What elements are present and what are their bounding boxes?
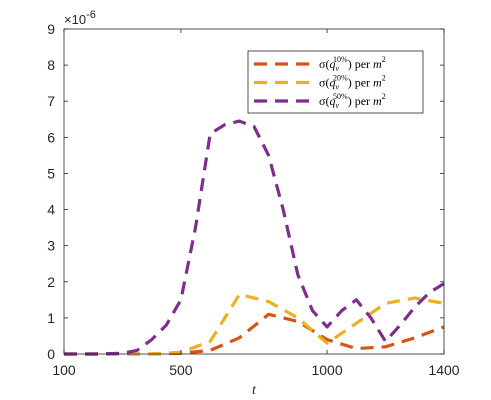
x-tick-label: 1000 (311, 362, 342, 378)
legend-unit-sup: 2 (382, 92, 386, 101)
legend-label-2: σ(qv20%) per m2 (319, 74, 386, 92)
legend-unit-sup: 2 (382, 74, 386, 83)
legend-suffix: ) per (348, 57, 373, 71)
y-tick-label: 8 (47, 57, 55, 73)
y-tick-label: 3 (47, 238, 55, 254)
y-tick-label: 7 (47, 93, 55, 109)
legend-unit: m (373, 94, 382, 108)
y-exponent-power: -6 (86, 9, 96, 21)
y-tick-label: 2 (47, 274, 55, 290)
legend-sub: v (335, 64, 339, 73)
legend-prefix: σ( (319, 57, 329, 71)
legend-unit: m (373, 57, 382, 71)
y-tick-label: 0 (47, 346, 55, 362)
x-axis-label: t (252, 383, 257, 398)
x-tick-label: 500 (169, 362, 193, 378)
legend: σ(qv10%) per m2σ(qv20%) per m2σ(qv50%) p… (247, 50, 424, 114)
y-exponent-base: ×10 (64, 12, 86, 27)
series-line-3 (64, 119, 445, 356)
axes-box (63, 28, 445, 355)
legend-q: q (329, 57, 335, 71)
legend-sup: 50% (333, 92, 348, 101)
ticks-layer: 100 500 1000 1400 0 1 2 3 4 5 6 7 8 9 (47, 21, 460, 378)
legend-prefix: σ( (319, 94, 329, 108)
legend-sup: 20% (333, 74, 348, 83)
legend-unit: m (373, 76, 382, 90)
legend-label-1: σ(qv10%) per m2 (319, 55, 386, 73)
y-tick-label: 9 (47, 21, 55, 37)
y-exponent-label: ×10-6 (64, 9, 96, 27)
x-tick-label: 1400 (428, 362, 459, 378)
y-tick-label: 5 (47, 165, 55, 181)
legend-q: q (329, 94, 335, 108)
legend-sub: v (335, 83, 339, 92)
legend-unit-sup: 2 (382, 55, 386, 64)
legend-prefix: σ( (319, 76, 329, 90)
x-tick-label: 100 (52, 362, 76, 378)
legend-sub: v (335, 101, 339, 110)
legend-suffix: ) per (348, 76, 373, 90)
y-tick-label: 6 (47, 129, 55, 145)
y-tick-label: 4 (47, 202, 55, 218)
legend-sup: 10% (333, 55, 348, 64)
y-tick-label: 1 (47, 310, 55, 326)
legend-label-3: σ(qv50%) per m2 (319, 92, 386, 110)
legend-q: q (329, 76, 335, 90)
legend-suffix: ) per (348, 94, 373, 108)
